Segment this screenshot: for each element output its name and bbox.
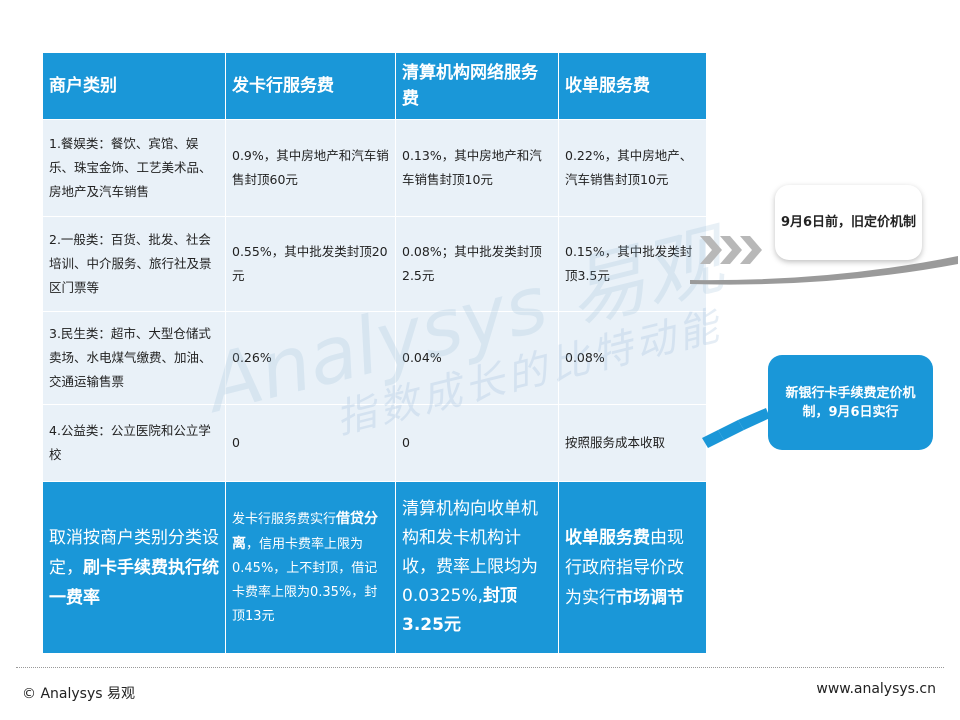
policy-highlight: 封顶3.25元 <box>402 586 518 635</box>
table-cell: 0.9%，其中房地产和汽车销售封顶60元 <box>225 119 396 217</box>
header-merchant-category: 商户类别 <box>42 52 226 120</box>
policy-text: 清算机构向收单机构和发卡机构计收，费率上限均为0.0325%, <box>402 499 538 606</box>
header-clearing-fee: 清算机构网络服务费 <box>395 52 559 120</box>
new-policy-row: 取消按商户类别分类设定，刷卡手续费执行统一费率 发卡行服务费实行借贷分离，信用卡… <box>42 481 707 654</box>
table-cell: 0 <box>395 404 559 482</box>
table-cell: 0.22%，其中房地产、汽车销售封顶10元 <box>558 119 707 217</box>
table-cell: 0.15%，其中批发类封顶3.5元 <box>558 216 707 312</box>
table-header-row: 商户类别 发卡行服务费 清算机构网络服务费 收单服务费 <box>42 52 707 120</box>
table-cell: 0.08% <box>558 311 707 405</box>
policy-text: 发卡行服务费实行 <box>232 511 337 527</box>
new-pricing-callout: 新银行卡手续费定价机制，9月6日实行 <box>768 355 933 450</box>
policy-text: 由现行政府指导价改为实行 <box>565 527 684 608</box>
policy-acquiring-fee: 收单服务费由现行政府指导价改为实行市场调节 <box>558 481 707 654</box>
footer-divider <box>16 667 944 668</box>
chevron-right-icon <box>700 236 762 264</box>
fee-table: 商户类别 发卡行服务费 清算机构网络服务费 收单服务费 1.餐娱类：餐饮、宾馆、… <box>42 52 707 654</box>
table-row: 4.公益类：公立医院和公立学校 0 0 按照服务成本收取 <box>42 404 707 482</box>
old-pricing-callout: 9月6日前，旧定价机制 <box>775 185 922 260</box>
table-cell: 0.04% <box>395 311 559 405</box>
table-cell: 0.13%，其中房地产和汽车销售封顶10元 <box>395 119 559 217</box>
header-issuer-fee: 发卡行服务费 <box>225 52 396 120</box>
policy-issuer-fee: 发卡行服务费实行借贷分离，信用卡费率上限为0.45%，上不封顶，借记卡费率上限为… <box>225 481 396 654</box>
table-row: 3.民生类：超市、大型仓储式卖场、水电煤气缴费、加油、交通运输售票 0.26% … <box>42 311 707 405</box>
policy-highlight: 市场调节 <box>616 587 684 608</box>
table-cell: 2.一般类：百货、批发、社会培训、中介服务、旅行社及景区门票等 <box>42 216 226 312</box>
table-cell: 0.26% <box>225 311 396 405</box>
table-cell: 0 <box>225 404 396 482</box>
chevron-right-icon <box>702 408 770 448</box>
table-cell: 0.55%，其中批发类封顶20元 <box>225 216 396 312</box>
policy-highlight: 刷卡手续费执行统一费率 <box>49 557 219 608</box>
policy-text: ，信用卡费率上限为0.45%，上不封顶，借记卡费率上限为0.35%，封顶13元 <box>232 536 378 624</box>
policy-highlight: 收单服务费 <box>565 527 650 548</box>
swoosh-shape <box>690 256 958 285</box>
table-cell: 按照服务成本收取 <box>558 404 707 482</box>
table-row: 1.餐娱类：餐饮、宾馆、娱乐、珠宝金饰、工艺美术品、房地产及汽车销售 0.9%，… <box>42 119 707 217</box>
table-row: 2.一般类：百货、批发、社会培训、中介服务、旅行社及景区门票等 0.55%，其中… <box>42 216 707 312</box>
table-cell: 3.民生类：超市、大型仓储式卖场、水电煤气缴费、加油、交通运输售票 <box>42 311 226 405</box>
policy-clearing-fee: 清算机构向收单机构和发卡机构计收，费率上限均为0.0325%,封顶3.25元 <box>395 481 559 654</box>
table-cell: 1.餐娱类：餐饮、宾馆、娱乐、珠宝金饰、工艺美术品、房地产及汽车销售 <box>42 119 226 217</box>
policy-text: 取消按商户类别分类设定， <box>49 527 219 578</box>
table-cell: 0.08%；其中批发类封顶2.5元 <box>395 216 559 312</box>
footer-copyright: © Analysys 易观 <box>22 686 135 702</box>
footer-website: www.analysys.cn <box>816 681 936 697</box>
header-acquiring-fee: 收单服务费 <box>558 52 707 120</box>
policy-unified-rate: 取消按商户类别分类设定，刷卡手续费执行统一费率 <box>42 481 226 654</box>
table-cell: 4.公益类：公立医院和公立学校 <box>42 404 226 482</box>
policy-highlight: 借贷分离 <box>232 510 379 552</box>
